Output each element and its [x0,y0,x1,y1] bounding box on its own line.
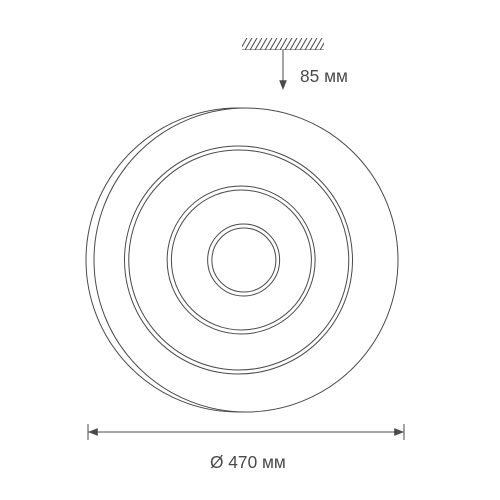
ceiling-hatch [242,38,324,50]
diameter-dimension-label: Ø 470 мм [210,452,286,473]
height-arrow [276,50,290,95]
height-dimension-label: 85 мм [300,66,348,87]
diagram-stage: 85 мм Ø 470 мм [0,0,500,500]
ceiling-fixture-drawing [82,96,410,429]
diameter-dimension-line [86,422,406,447]
